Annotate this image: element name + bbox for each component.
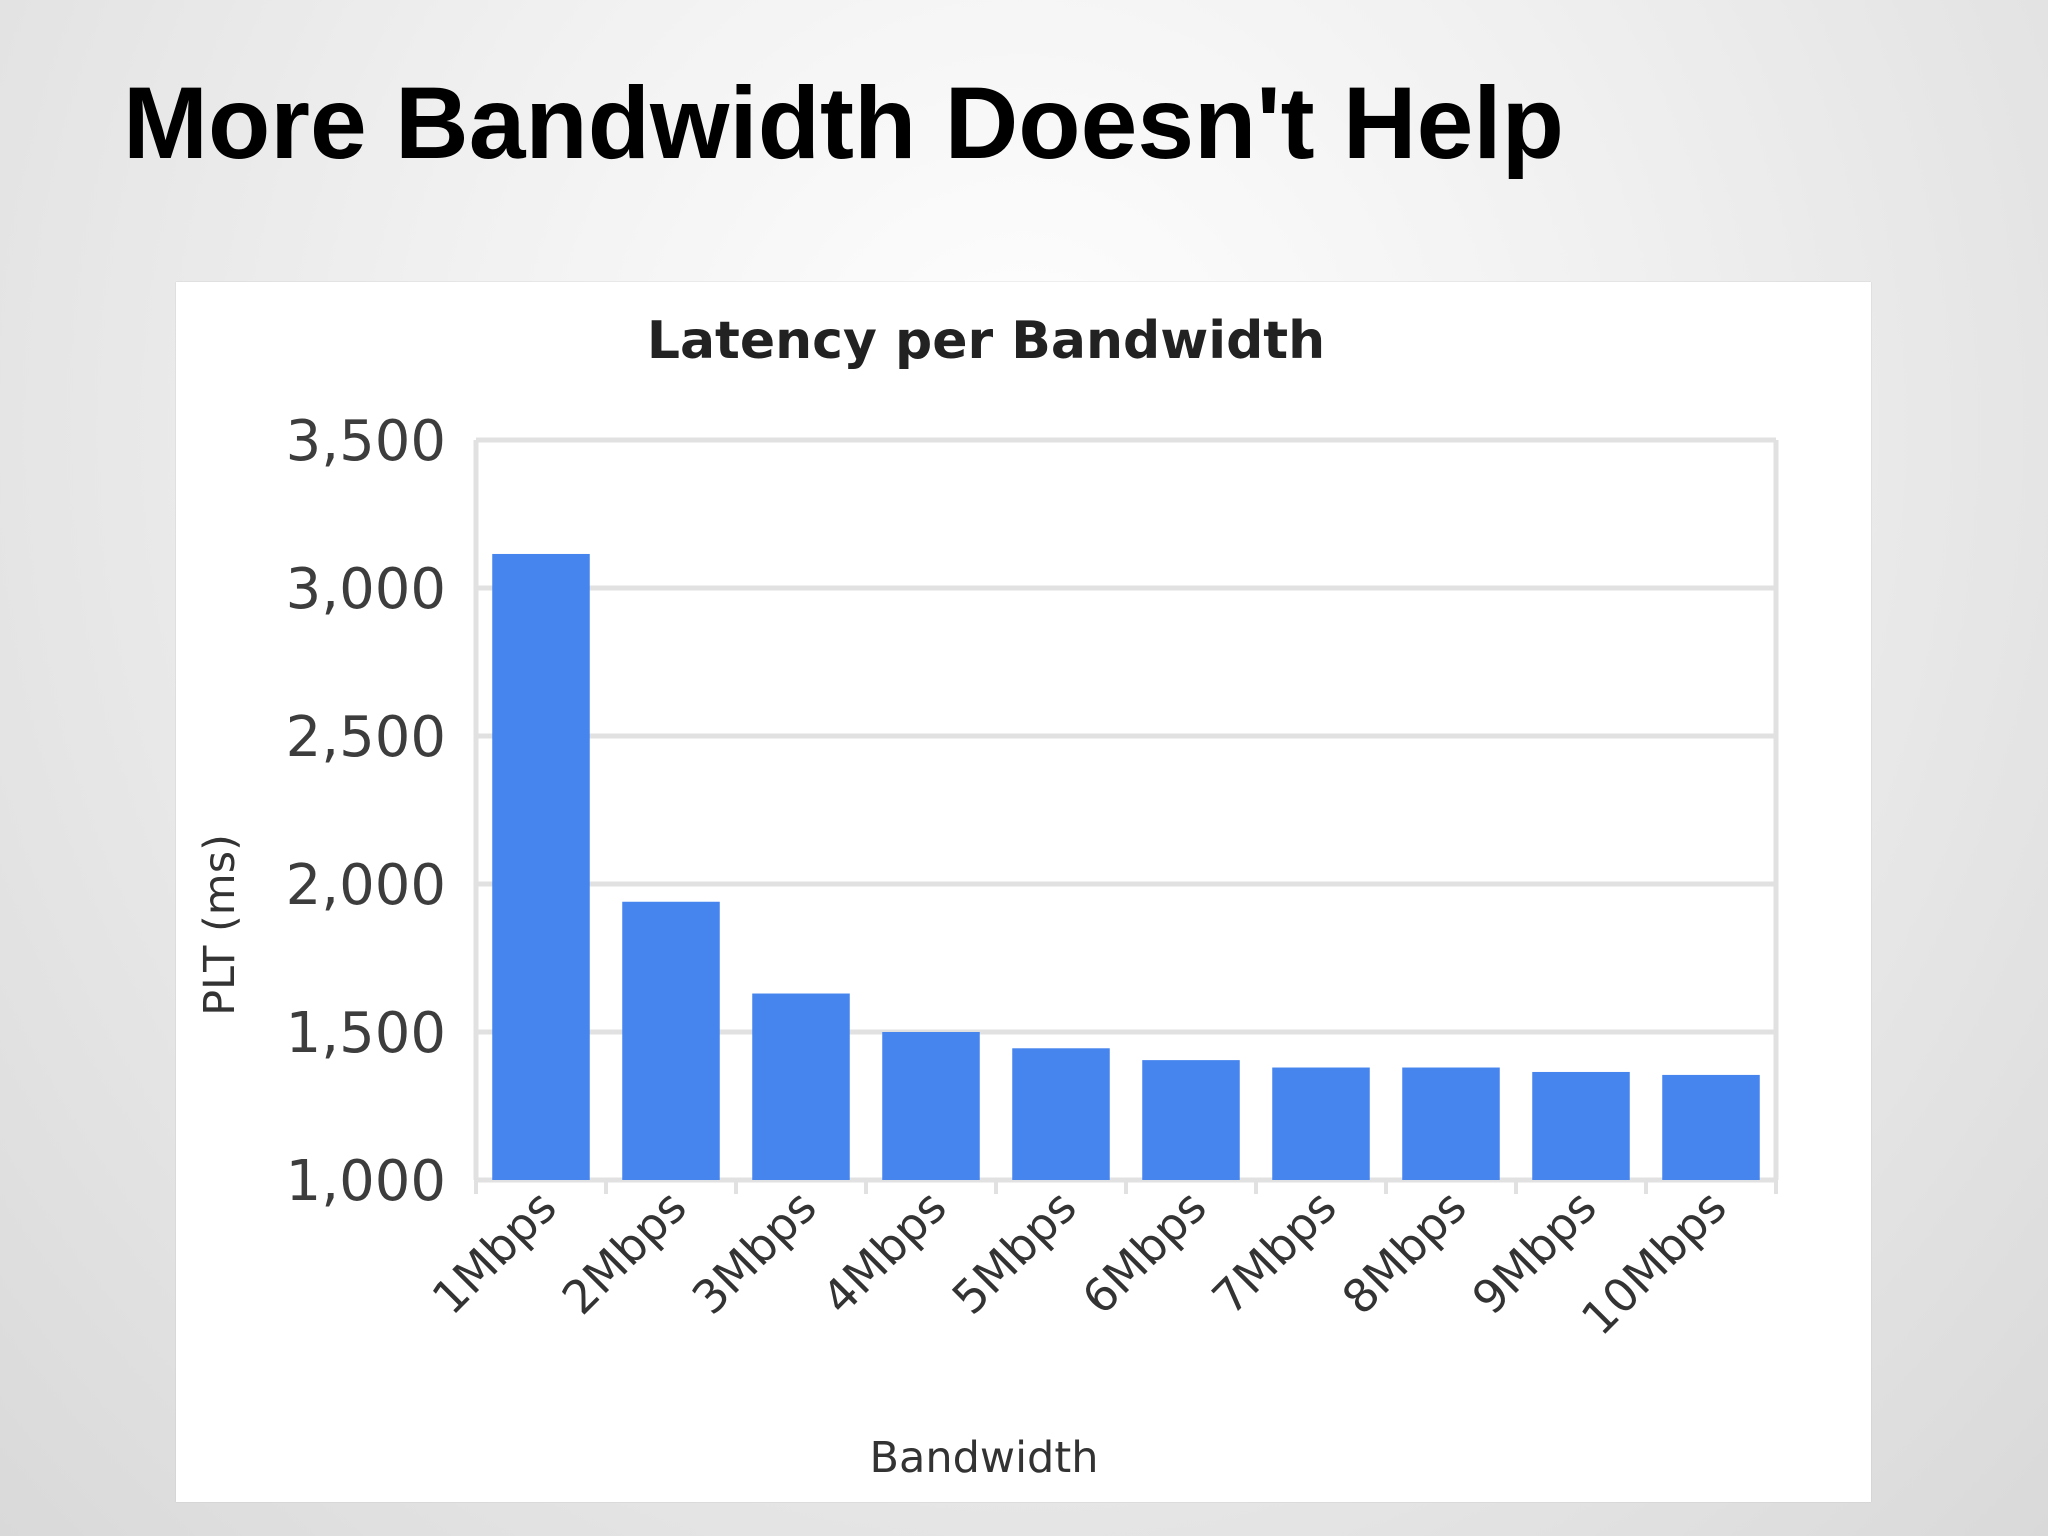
bars (492, 553, 1760, 1180)
y-tick-label: 1,000 (286, 1149, 446, 1214)
x-tick-label: 8Mbps (1332, 1180, 1477, 1325)
bar-7mbps (1272, 1067, 1370, 1180)
bar-10mbps (1662, 1074, 1760, 1180)
x-tick-label: 6Mbps (1072, 1180, 1217, 1325)
bar-9mbps (1532, 1071, 1630, 1180)
bar-3mbps (752, 993, 850, 1180)
y-tick-label: 2,500 (286, 705, 446, 770)
x-tick-label: 7Mbps (1202, 1180, 1347, 1325)
bar-2mbps (622, 901, 720, 1180)
slide-title: More Bandwidth Doesn't Help (123, 66, 1564, 180)
y-axis-label: PLT (ms) (195, 834, 245, 1016)
x-tick-label: 3Mbps (682, 1180, 827, 1325)
y-tick-label: 1,500 (286, 1001, 446, 1066)
bar-1mbps (492, 553, 590, 1180)
chart-panel: Latency per Bandwidth 1,000 1,500 2,000 2,5… (176, 282, 1871, 1502)
bar-5mbps (1012, 1048, 1110, 1180)
bar-chart: Latency per Bandwidth 1,000 1,500 2,000 2,5… (195, 311, 1779, 1483)
y-tick-label: 3,500 (286, 409, 446, 474)
x-tick-label: 2Mbps (552, 1180, 697, 1325)
bar-4mbps (882, 1032, 980, 1180)
chart-title: Latency per Bandwidth (647, 311, 1325, 371)
x-axis-ticks: 1Mbps2Mbps3Mbps4Mbps5Mbps6Mbps7Mbps8Mbps… (422, 1180, 1778, 1346)
bar-8mbps (1402, 1067, 1500, 1180)
y-tick-label: 2,000 (286, 853, 446, 918)
y-axis-ticks: 1,000 1,500 2,000 2,500 3,000 3,500 (286, 409, 446, 1214)
x-tick-label: 5Mbps (942, 1180, 1087, 1325)
x-axis-label: Bandwidth (870, 1433, 1099, 1483)
bar-6mbps (1142, 1060, 1240, 1180)
x-tick-label: 4Mbps (812, 1180, 957, 1325)
y-tick-label: 3,000 (286, 557, 446, 622)
x-tick-label: 10Mbps (1571, 1180, 1737, 1346)
